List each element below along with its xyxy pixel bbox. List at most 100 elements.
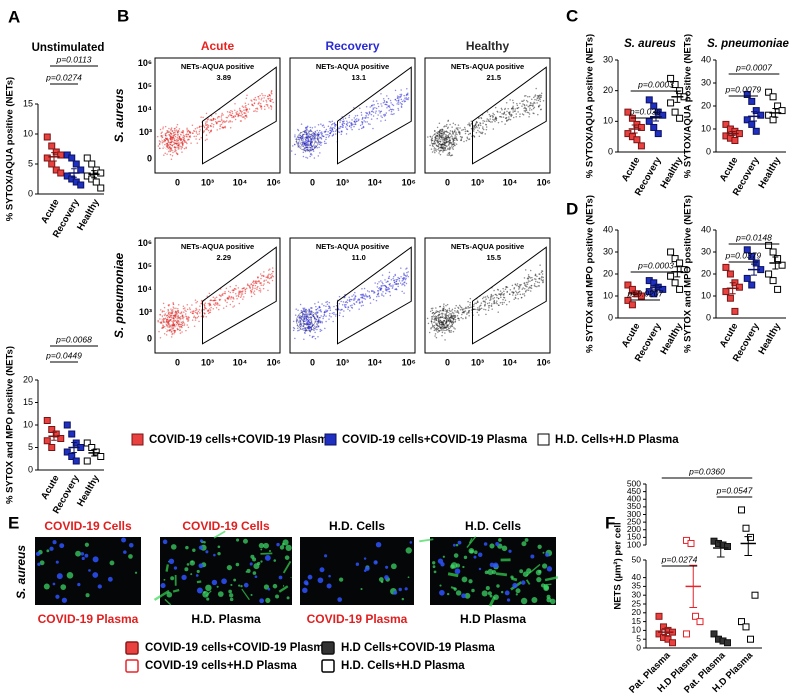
event-dot [541,279,543,281]
event-dot [400,89,402,91]
event-dot [192,312,194,314]
green-signal [474,550,478,554]
event-dot [300,326,302,328]
event-dot [313,150,315,152]
event-dot [436,318,438,320]
event-dot [336,129,338,131]
event-dot [234,115,236,117]
event-dot [171,331,173,333]
x-tick-label: 10³ [471,357,484,367]
event-dot [399,278,401,280]
event-dot [528,116,530,118]
event-dot [470,298,472,300]
event-dot [368,114,370,116]
event-dot [395,99,397,101]
panel-label: D [566,199,578,218]
event-dot [259,105,261,107]
event-dot [467,306,469,308]
event-dot [489,121,491,123]
event-dot [401,291,403,293]
event-dot [529,96,531,98]
nucleus [213,554,216,557]
event-dot [240,110,242,112]
event-dot [525,269,527,271]
event-dot [496,295,498,297]
event-dot [209,302,211,304]
event-dot [301,140,303,142]
event-dot [532,104,534,106]
event-dot [348,117,350,119]
event-dot [527,284,529,286]
green-signal [228,590,232,594]
event-dot [530,270,532,272]
image-bottom-label: H.D. Plasma [191,612,261,626]
event-dot [442,131,444,133]
nucleus [356,563,359,566]
event-dot [394,274,396,276]
event-dot [213,124,215,126]
event-dot [439,122,441,124]
event-dot [384,100,386,102]
gate-label: NETs-AQUA positive [316,242,389,251]
event-dot [221,124,223,126]
event-dot [386,289,388,291]
legend-swatch [322,642,334,654]
event-dot [518,286,520,288]
event-dot [373,104,375,106]
event-dot [428,323,430,325]
event-dot [517,111,519,113]
data-point [723,289,729,295]
event-dot [396,103,398,105]
event-dot [295,308,297,310]
event-dot [467,301,469,303]
gate-value: 3.89 [216,73,231,82]
event-dot [318,134,320,136]
event-dot [377,114,379,116]
event-dot [329,313,331,315]
event-dot [199,129,201,131]
green-signal [521,598,527,604]
event-dot [463,141,465,143]
event-dot [376,108,378,110]
event-dot [444,339,446,341]
event-dot [255,97,256,99]
nucleus [318,577,324,583]
event-dot [501,108,503,110]
event-dot [434,130,436,132]
event-dot [301,310,303,312]
event-dot [392,284,394,286]
data-point [749,121,755,127]
event-dot [467,130,469,132]
event-dot [249,108,251,110]
event-dot [506,304,508,306]
event-dot [159,148,161,150]
event-dot [528,290,530,292]
event-dot [223,126,225,128]
event-dot [362,117,364,119]
y-axis-label: NETS (µm²) per cell [613,522,624,609]
event-dot [326,137,328,139]
green-signal [185,546,189,550]
event-dot [351,125,353,127]
flow-plot: NETs-AQUA positive2.29010³10⁴10⁶10⁶10⁵10… [138,238,281,367]
nucleus [458,541,462,545]
event-dot [442,129,444,131]
event-dot [524,288,526,290]
event-dot [479,131,481,133]
nucleus [53,540,57,544]
event-dot [507,108,509,110]
event-dot [491,305,493,307]
event-dot [482,126,484,128]
x-tick-label: 10³ [471,177,484,187]
event-dot [488,119,490,121]
green-signal [273,584,278,589]
event-dot [232,301,234,303]
green-signal [128,554,133,559]
green-signal [408,576,410,578]
event-dot [169,145,171,147]
event-dot [323,316,325,318]
event-dot [519,116,521,118]
event-dot [325,134,327,136]
event-dot [455,138,457,140]
event-dot [261,275,263,277]
